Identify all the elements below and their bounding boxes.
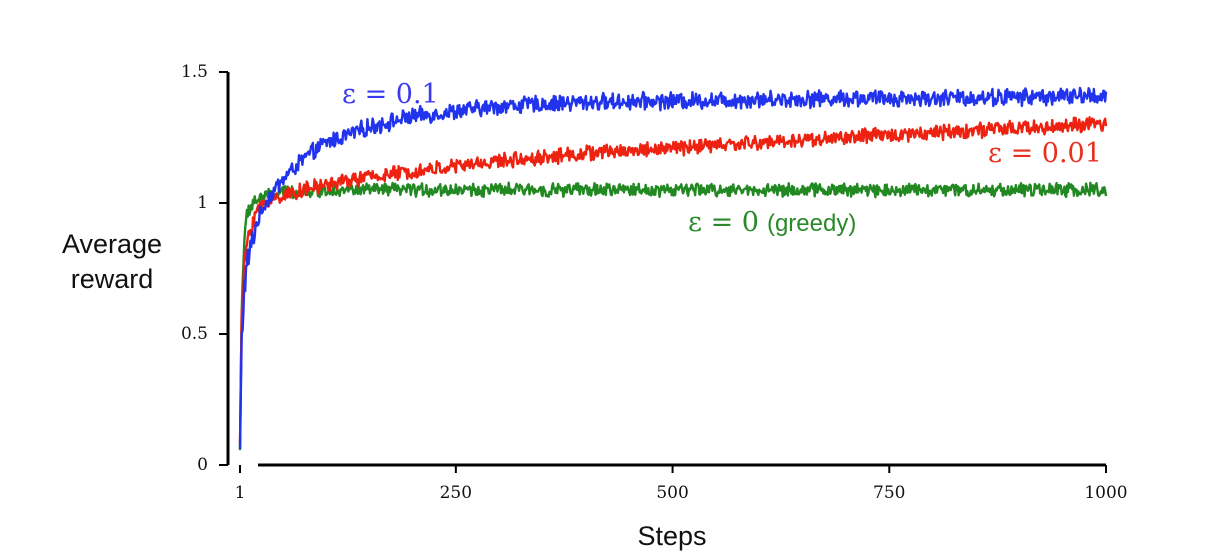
x-tick-label: 750	[873, 483, 905, 503]
series-line-1	[238, 116, 1108, 446]
y-tick-label: 0	[197, 455, 208, 475]
series-label-eps-0.1: ε = 0.1	[342, 79, 439, 110]
x-tick-label: 500	[656, 483, 688, 503]
series-label-eps-0-suffix: (greedy)	[767, 210, 856, 237]
x-tick-label: 1	[235, 483, 246, 503]
x-tick-label: 250	[440, 483, 472, 503]
series-layer	[238, 86, 1108, 451]
labels-layer: Average reward Steps ε = 0.1 ε = 0.01 ε …	[62, 79, 1102, 551]
y-axis-title-line1: Average	[62, 229, 162, 259]
ticks-layer: 1 250 500 750 1000 0 0.5 1 1.5	[181, 62, 1128, 503]
y-axis-title-line2: reward	[71, 264, 154, 294]
axes-layer	[226, 72, 1106, 467]
series-line-2	[238, 181, 1108, 451]
series-label-eps-0: ε = 0 (greedy)	[688, 207, 856, 238]
series-line-0	[238, 86, 1108, 449]
y-tick-label: 0.5	[181, 324, 208, 344]
y-tick-label: 1.5	[181, 62, 208, 82]
series-label-eps-0-main: ε = 0	[688, 207, 759, 238]
x-axis-title: Steps	[637, 521, 706, 551]
y-tick-label: 1	[197, 193, 208, 213]
series-label-eps-0.01: ε = 0.01	[988, 138, 1102, 169]
x-tick-label: 1000	[1084, 483, 1127, 503]
